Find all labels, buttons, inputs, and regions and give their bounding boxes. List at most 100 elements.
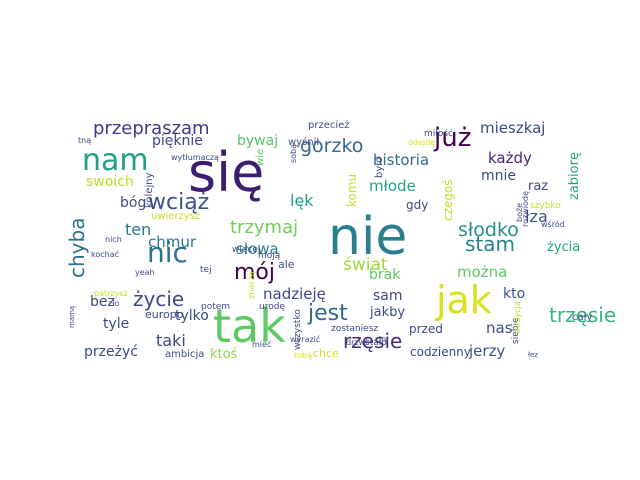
cloud-word: tej — [200, 265, 212, 275]
cloud-word: ambicja — [165, 349, 204, 360]
cloud-word: wytłumaczą — [171, 153, 219, 162]
cloud-word: mnie — [481, 168, 516, 184]
cloud-word: komu — [345, 174, 359, 207]
cloud-word: chmur — [148, 233, 197, 251]
cloud-word: historia — [373, 151, 429, 169]
cloud-word: nas — [486, 319, 513, 337]
cloud-word: przed — [409, 322, 443, 336]
cloud-word: lęk — [290, 191, 314, 210]
cloud-word: boże — [515, 203, 524, 222]
cloud-word: wie — [255, 149, 266, 166]
cloud-word: stam — [465, 232, 515, 256]
cloud-word: ktoś — [210, 347, 238, 362]
cloud-word: sobą — [289, 144, 298, 163]
cloud-word: cały — [572, 312, 592, 323]
cloud-word: potem — [201, 302, 230, 312]
cloud-word: przepraszam — [93, 118, 210, 139]
cloud-word: chyba — [65, 218, 89, 278]
cloud-word: mieszkaj — [480, 119, 545, 137]
cloud-word: patrzysz — [94, 289, 128, 298]
cloud-word: drzwi — [346, 338, 367, 347]
cloud-word: ten — [125, 220, 151, 239]
cloud-word: urodę — [259, 302, 285, 312]
cloud-word: jakby — [369, 305, 405, 320]
cloud-word: wszystko — [293, 309, 303, 350]
cloud-word: mamą — [68, 306, 76, 328]
cloud-word: już — [433, 123, 471, 153]
cloud-word: chce — [313, 347, 339, 360]
cloud-word: taki — [156, 331, 186, 350]
cloud-word: trzęsie — [549, 303, 616, 327]
cloud-word: nam — [82, 143, 149, 178]
cloud-word: więcej — [232, 245, 260, 255]
cloud-word: nic — [147, 236, 188, 269]
cloud-word: zło — [108, 299, 119, 308]
cloud-word: sam — [373, 288, 403, 304]
cloud-word: kolejny — [144, 172, 155, 208]
cloud-word: tak — [213, 299, 286, 353]
cloud-word: rzęsie — [343, 329, 402, 353]
cloud-word: przecież — [308, 120, 350, 131]
cloud-word: szybko — [530, 201, 561, 211]
cloud-word: gorzko — [300, 135, 363, 157]
cloud-word: raz — [528, 179, 548, 194]
cloud-word: łez — [528, 351, 538, 359]
cloud-word: dni — [376, 335, 388, 344]
cloud-word: mój — [234, 260, 275, 285]
cloud-word: łza — [525, 207, 548, 226]
cloud-word: rozwiodę — [521, 191, 530, 227]
cloud-word: swoich — [86, 174, 134, 190]
cloud-word: pięknie — [152, 133, 203, 149]
cloud-word: młode — [369, 177, 416, 195]
cloud-word: wyrazić — [290, 334, 320, 344]
cloud-word: codzienny — [410, 345, 471, 359]
cloud-word: znaczą — [247, 271, 256, 299]
cloud-word: europo — [145, 308, 184, 321]
cloud-word: słowa — [236, 240, 279, 258]
cloud-word: bywaj — [237, 133, 278, 149]
cloud-word: moją — [258, 251, 281, 261]
cloud-word: gdy — [406, 198, 428, 212]
cloud-word: kochać — [91, 249, 119, 259]
cloud-word: odejdę — [408, 138, 435, 147]
cloud-word: wśród — [541, 219, 565, 229]
cloud-word: yeah — [135, 268, 155, 277]
cloud-word: tylko — [175, 308, 209, 324]
cloud-word: trzymaj — [230, 217, 298, 238]
cloud-word: tradycja — [513, 301, 522, 334]
cloud-word: nie — [328, 207, 407, 267]
cloud-word: się — [188, 141, 264, 204]
cloud-word: świat — [343, 255, 388, 275]
cloud-word: zabiorę — [567, 152, 582, 200]
cloud-word: miłość — [424, 128, 453, 139]
cloud-word: jak — [435, 278, 492, 322]
cloud-word: każdy — [488, 149, 532, 167]
cloud-word: jerzy — [468, 342, 505, 360]
cloud-word: zostaniesz — [331, 324, 378, 334]
cloud-word: stało — [365, 338, 387, 348]
cloud-word: słodko — [458, 219, 519, 241]
cloud-word: można — [457, 263, 507, 281]
cloud-word: nich — [105, 235, 122, 244]
cloud-word: tyle — [103, 316, 129, 332]
cloud-word: bóg — [120, 195, 146, 211]
cloud-word: życia — [547, 240, 580, 255]
cloud-word: jest — [307, 301, 348, 326]
cloud-word: tobą — [294, 351, 312, 360]
cloud-word: uwierzysz — [151, 211, 200, 222]
cloud-word: kto — [503, 286, 525, 302]
cloud-word: życie — [133, 287, 184, 311]
cloud-word: wciąż — [148, 190, 209, 215]
cloud-word: siebie — [511, 317, 521, 344]
cloud-word: brak — [369, 267, 401, 283]
cloud-word: ale — [278, 258, 295, 271]
cloud-word: bez — [90, 294, 115, 310]
cloud-word: przeżyć — [84, 344, 138, 360]
cloud-word: mieć — [252, 339, 271, 349]
cloud-word: czegoś — [441, 180, 455, 222]
cloud-word: wyśnił — [288, 136, 319, 148]
cloud-word: tną — [78, 136, 91, 145]
cloud-word: nadzieję — [263, 285, 326, 303]
